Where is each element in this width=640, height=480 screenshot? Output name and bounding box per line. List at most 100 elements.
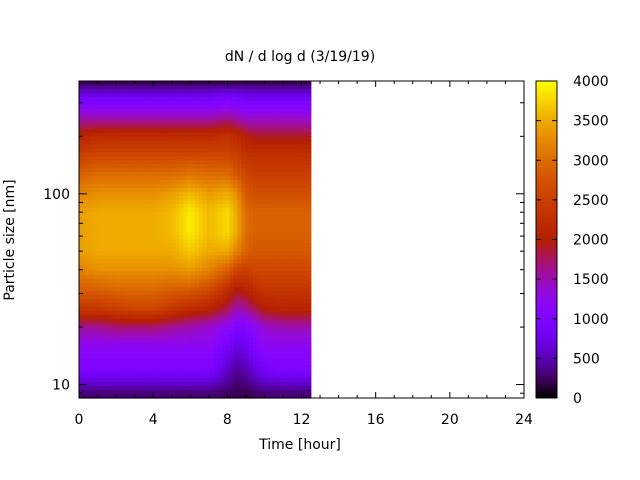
heatmap-cell (94, 132, 99, 138)
heatmap-cell (90, 306, 96, 312)
heatmap-cell (291, 104, 296, 110)
heatmap-cell (256, 152, 262, 157)
heatmap-cell (306, 283, 312, 288)
heatmap-cell (283, 144, 289, 149)
heatmap-cell (225, 84, 231, 90)
heatmap-cell (241, 247, 246, 252)
heatmap-cell (167, 116, 173, 122)
heatmap-cell (210, 223, 215, 229)
heatmap-cell (264, 203, 269, 209)
heatmap-cell (187, 310, 192, 316)
heatmap-cell (248, 275, 254, 280)
heatmap-cell (264, 306, 269, 312)
heatmap-cell (90, 358, 96, 363)
heatmap-cell (283, 291, 289, 296)
heatmap-cell (214, 215, 219, 221)
heatmap-cell (140, 203, 146, 209)
heatmap-cell (90, 322, 96, 328)
heatmap-cell (90, 291, 96, 296)
heatmap-cell (268, 275, 273, 280)
heatmap-cell (117, 366, 123, 371)
heatmap-cell (198, 251, 204, 256)
heatmap-cell (206, 112, 211, 118)
heatmap-cell (218, 132, 223, 138)
heatmap-cell (295, 362, 300, 367)
heatmap-cell (241, 334, 246, 340)
heatmap-cell (306, 394, 312, 399)
heatmap-cell (225, 239, 231, 245)
heatmap-cell (218, 116, 223, 122)
heatmap-cell (117, 136, 123, 142)
heatmap-cell (248, 88, 254, 94)
heatmap-cell (287, 255, 293, 260)
heatmap-cell (248, 358, 254, 363)
heatmap-cell (248, 394, 254, 399)
heatmap-cell (283, 366, 289, 371)
heatmap-cell (233, 394, 238, 399)
heatmap-cell (225, 132, 231, 138)
heatmap-cell (106, 291, 111, 296)
heatmap-cell (256, 223, 262, 229)
heatmap-cell (272, 291, 277, 296)
heatmap-cell (175, 362, 181, 367)
heatmap-cell (79, 156, 84, 161)
heatmap-cell (248, 342, 254, 348)
heatmap-cell (256, 298, 262, 304)
heatmap-cell (117, 231, 123, 237)
heatmap-cell (260, 346, 266, 352)
heatmap-cell (113, 370, 119, 375)
heatmap-cell (214, 378, 219, 383)
heatmap-cell (221, 120, 227, 126)
heatmap-cell (125, 191, 130, 197)
heatmap-cell (198, 164, 204, 169)
heatmap-cell (90, 96, 96, 102)
heatmap-cell (175, 140, 181, 145)
heatmap-cell (125, 294, 130, 300)
heatmap-cell (86, 390, 92, 395)
heatmap-cell (229, 239, 235, 245)
heatmap-cell (245, 263, 250, 268)
heatmap-cell (79, 176, 84, 181)
heatmap-cell (256, 176, 262, 181)
heatmap-cell (241, 124, 246, 130)
heatmap-cell (113, 199, 119, 205)
heatmap-cell (299, 346, 304, 352)
heatmap-cell (303, 156, 308, 161)
heatmap-cell (133, 223, 138, 229)
heatmap-cell (221, 255, 227, 260)
heatmap-cell (136, 302, 142, 308)
heatmap-cell (202, 322, 208, 328)
heatmap-cell (245, 199, 250, 205)
heatmap-cell (136, 223, 142, 229)
heatmap-cell (152, 374, 157, 379)
heatmap-cell (194, 156, 200, 161)
heatmap-cell (210, 207, 215, 213)
heatmap-cell (218, 195, 223, 201)
heatmap-cell (187, 96, 192, 102)
heatmap-cell (125, 306, 130, 312)
heatmap-cell (233, 259, 238, 264)
heatmap-cell (248, 120, 254, 126)
heatmap-cell (148, 390, 153, 395)
heatmap-cell (163, 342, 169, 348)
heatmap-cell (94, 243, 99, 249)
heatmap-cell (175, 168, 181, 173)
heatmap-cell (268, 247, 273, 252)
heatmap-cell (109, 386, 115, 391)
heatmap-cell (256, 144, 262, 149)
heatmap-cell (183, 275, 188, 280)
heatmap-cell (198, 386, 204, 391)
heatmap-cell (148, 124, 153, 130)
heatmap-cell (248, 326, 254, 332)
heatmap-cell (256, 81, 262, 86)
heatmap-cell (210, 362, 215, 367)
heatmap-cell (206, 322, 211, 328)
heatmap-cell (245, 88, 250, 94)
heatmap-cell (295, 88, 300, 94)
heatmap-cell (198, 330, 204, 336)
heatmap-cell (225, 207, 231, 213)
heatmap-cell (268, 184, 273, 189)
heatmap-cell (221, 334, 227, 340)
heatmap-cell (98, 247, 103, 252)
heatmap-cell (167, 148, 173, 153)
